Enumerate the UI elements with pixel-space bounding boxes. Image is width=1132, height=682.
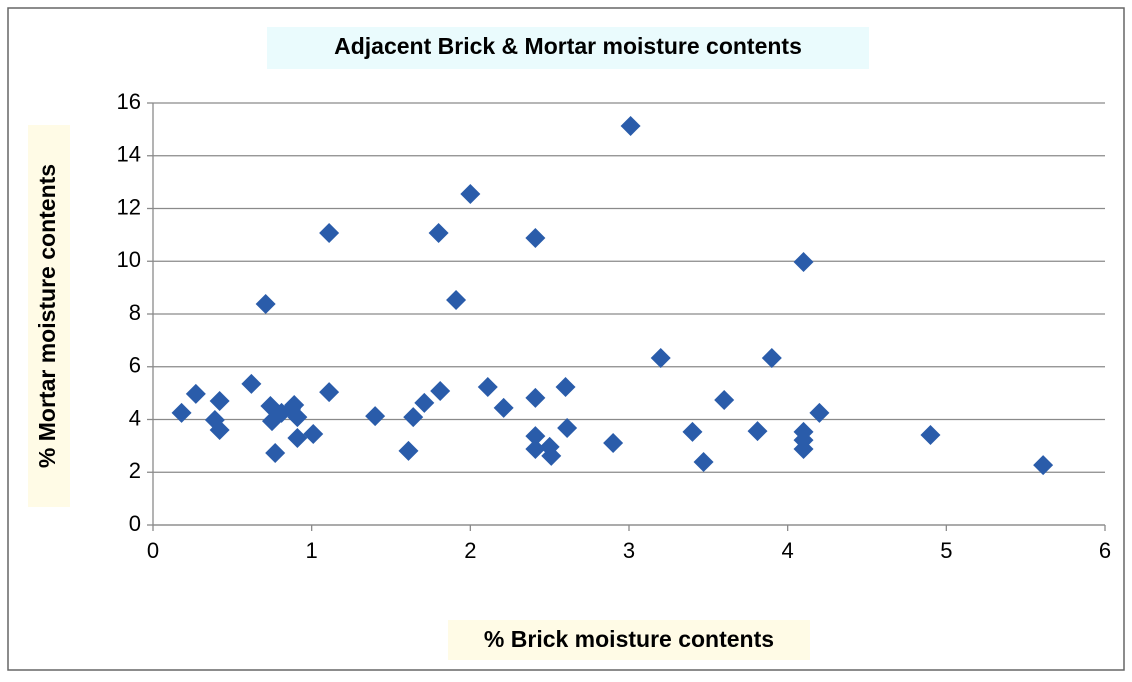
- point: [241, 373, 262, 394]
- y-axis-label: % Mortar moisture contents: [34, 164, 60, 468]
- point: [525, 387, 546, 408]
- x-label-box: [448, 620, 810, 660]
- point: [793, 439, 814, 460]
- point: [714, 389, 735, 410]
- y-tick-label: 4: [129, 405, 141, 430]
- x-tick-label: 3: [623, 538, 635, 563]
- y-tick-label: 0: [129, 511, 141, 536]
- point: [428, 223, 449, 244]
- point: [287, 407, 308, 428]
- point: [920, 425, 941, 446]
- y-tick-label: 16: [117, 89, 141, 114]
- point: [555, 377, 576, 398]
- point: [1033, 455, 1054, 476]
- point: [693, 451, 714, 472]
- point: [682, 421, 703, 442]
- point: [414, 392, 435, 413]
- point: [398, 440, 419, 461]
- point: [171, 402, 192, 423]
- title-box: [267, 27, 869, 69]
- point: [525, 426, 546, 447]
- y-label-box: [28, 125, 70, 507]
- x-tick-label: 0: [147, 538, 159, 563]
- point: [620, 115, 641, 136]
- point: [761, 348, 782, 369]
- point: [747, 421, 768, 442]
- point: [303, 424, 324, 445]
- point: [365, 406, 386, 427]
- point: [265, 442, 286, 463]
- x-axis-label: % Brick moisture contents: [484, 626, 774, 652]
- point: [493, 397, 514, 418]
- point: [541, 445, 562, 466]
- point: [477, 377, 498, 398]
- x-tick-label: 2: [464, 538, 476, 563]
- point: [319, 223, 340, 244]
- point: [403, 407, 424, 428]
- point: [793, 252, 814, 273]
- point: [809, 402, 830, 423]
- y-tick-label: 2: [129, 458, 141, 483]
- point: [287, 427, 308, 448]
- x-tick-label: 5: [940, 538, 952, 563]
- chart-border: [7, 7, 1125, 671]
- y-tick-label: 12: [117, 194, 141, 219]
- point: [209, 420, 230, 441]
- y-tick-label: 10: [117, 247, 141, 272]
- chart-title: Adjacent Brick & Mortar moisture content…: [334, 33, 802, 59]
- point: [557, 417, 578, 438]
- point: [525, 228, 546, 249]
- point: [209, 391, 230, 412]
- point: [603, 432, 624, 453]
- x-tick-label: 4: [782, 538, 794, 563]
- point: [430, 381, 451, 402]
- y-tick-label: 8: [129, 300, 141, 325]
- y-tick-label: 6: [129, 353, 141, 378]
- point: [460, 183, 481, 204]
- point: [446, 290, 467, 311]
- point: [525, 439, 546, 460]
- point: [255, 293, 276, 314]
- y-tick-label: 14: [117, 142, 141, 167]
- x-tick-label: 1: [306, 538, 318, 563]
- point: [319, 382, 340, 403]
- x-tick-label: 6: [1099, 538, 1111, 563]
- point: [185, 383, 206, 404]
- point: [650, 348, 671, 369]
